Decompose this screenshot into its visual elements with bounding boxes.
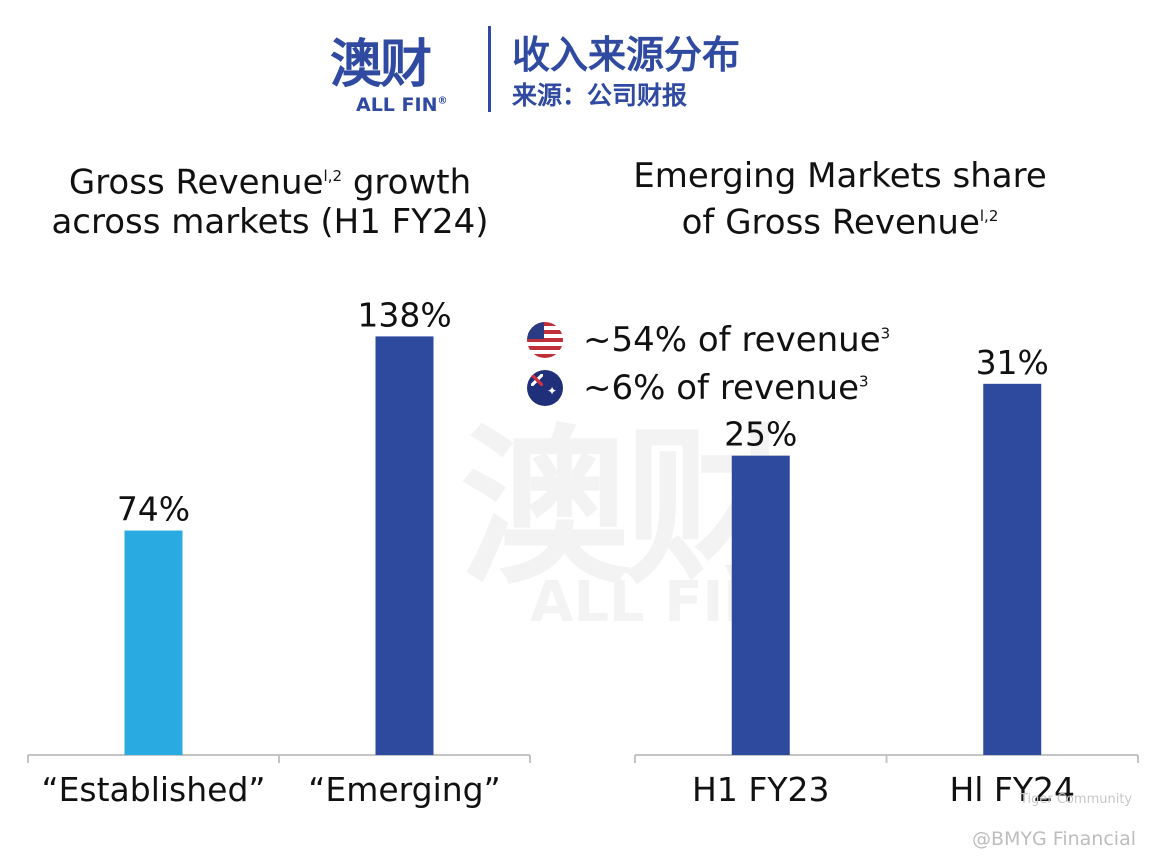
right-bar-0 [731, 455, 790, 755]
au-flag-icon [527, 370, 563, 406]
header: 澳财 ALL FIN® 收入来源分布 来源：公司财报 [330, 20, 790, 120]
page-title: 收入来源分布 [512, 33, 741, 77]
right-bar-1 [983, 383, 1042, 755]
left-chart-title: Gross Revenuel,2 growth across markets (… [51, 162, 489, 243]
right-data-label-1: 31% [976, 343, 1049, 382]
right-category-label-0: H1 FY23 [692, 770, 829, 809]
legend: ~54% of revenue3 ~6% of revenue3 [527, 318, 907, 418]
legend-item-au: ~6% of revenue3 [527, 366, 869, 410]
credit-community: Tiger Community [1020, 792, 1133, 807]
source-note: 来源：公司财报 [512, 81, 688, 110]
us-flag-icon [527, 322, 563, 358]
legend-item-us: ~54% of revenue3 [527, 318, 890, 362]
left-bar-1 [375, 336, 434, 755]
header-divider [488, 26, 491, 112]
legend-label: ~6% of revenue3 [583, 368, 869, 408]
logo-subtext: ALL FIN® [356, 94, 448, 116]
left-category-label-1: “Emerging” [308, 770, 500, 809]
left-category-label-0: “Established” [41, 770, 265, 809]
left-data-label-0: 74% [117, 490, 190, 529]
logo: 澳财 [330, 35, 432, 95]
left-data-label-1: 138% [357, 295, 451, 334]
right-data-label-0: 25% [724, 415, 797, 454]
right-chart-title: Emerging Markets share of Gross Revenuel… [633, 156, 1047, 243]
left-bar-0 [124, 530, 183, 755]
right-category-label-1: Hl FY24 [949, 770, 1075, 809]
credit-author: @BMYG Financial [972, 828, 1136, 850]
legend-label: ~54% of revenue3 [583, 320, 891, 360]
